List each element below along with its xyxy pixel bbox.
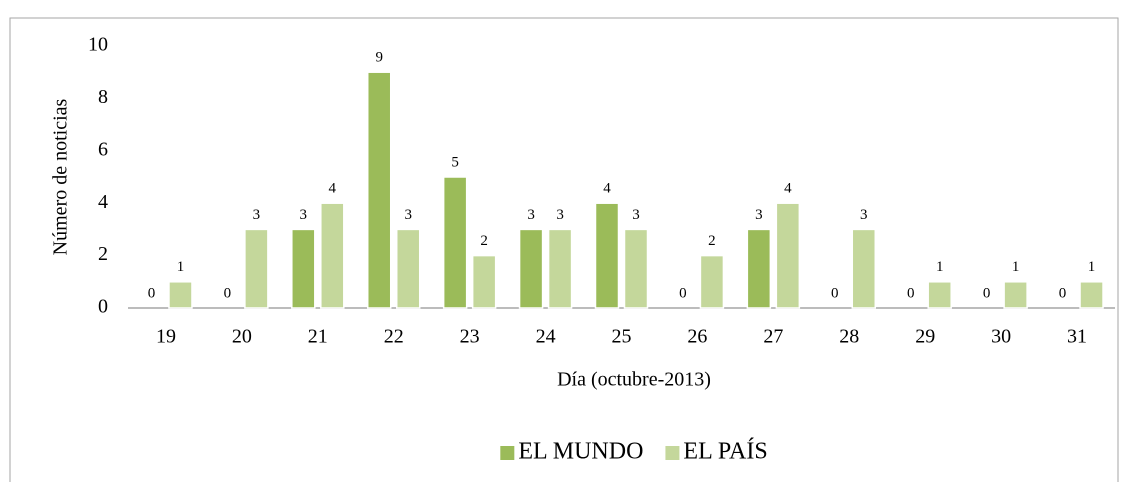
bar bbox=[244, 228, 269, 309]
x-tick-label: 26 bbox=[687, 326, 707, 348]
bar bbox=[594, 202, 620, 309]
bar bbox=[320, 202, 345, 309]
data-label: 4 bbox=[784, 181, 792, 197]
data-label: 0 bbox=[907, 285, 915, 301]
data-label: 0 bbox=[1059, 285, 1067, 301]
data-label: 1 bbox=[936, 259, 944, 275]
data-label: 4 bbox=[603, 181, 611, 197]
x-tick-label: 27 bbox=[763, 326, 783, 348]
bar bbox=[168, 281, 193, 309]
data-label: 0 bbox=[679, 285, 687, 301]
x-tick-label: 22 bbox=[384, 326, 404, 348]
x-tick-label: 23 bbox=[460, 326, 480, 348]
y-tick-label: 10 bbox=[88, 34, 108, 56]
bar bbox=[851, 228, 877, 309]
data-label: 3 bbox=[253, 207, 261, 223]
data-label: 0 bbox=[983, 285, 991, 301]
legend-swatch bbox=[665, 446, 680, 460]
y-tick-label: 6 bbox=[98, 138, 108, 160]
data-label: 0 bbox=[224, 285, 232, 301]
data-label: 3 bbox=[556, 207, 564, 223]
x-tick-label: 20 bbox=[232, 326, 252, 348]
bar bbox=[395, 228, 421, 309]
bar bbox=[1079, 281, 1104, 309]
chart-frame bbox=[9, 17, 1119, 482]
legend: EL MUNDO EL PAÍS bbox=[500, 439, 768, 465]
data-label: 3 bbox=[527, 207, 535, 223]
y-tick-label: 2 bbox=[98, 243, 108, 265]
data-label: 0 bbox=[148, 285, 156, 301]
x-tick-label: 25 bbox=[612, 326, 632, 348]
bar bbox=[471, 254, 497, 309]
bar bbox=[518, 228, 544, 309]
legend-label: EL MUNDO bbox=[518, 439, 643, 465]
bar bbox=[623, 228, 649, 309]
data-label: 3 bbox=[860, 207, 868, 223]
y-tick-label: 0 bbox=[98, 296, 108, 318]
x-tick-label: 19 bbox=[156, 326, 176, 348]
legend-label: EL PAÍS bbox=[683, 439, 767, 465]
bar bbox=[291, 228, 316, 309]
x-tick-label: 30 bbox=[991, 326, 1011, 348]
bar bbox=[1003, 281, 1028, 309]
bar bbox=[927, 281, 952, 309]
data-label: 3 bbox=[755, 207, 763, 223]
data-label: 3 bbox=[300, 207, 308, 223]
data-label: 9 bbox=[375, 50, 383, 66]
bar bbox=[699, 254, 725, 309]
x-tick-label: 21 bbox=[308, 326, 328, 348]
bar bbox=[442, 176, 468, 309]
data-label: 2 bbox=[480, 233, 488, 249]
y-tick-label: 4 bbox=[98, 191, 108, 213]
bar bbox=[366, 71, 392, 309]
y-axis-title: Número de noticias bbox=[50, 98, 72, 255]
bar bbox=[746, 228, 772, 309]
data-label: 1 bbox=[177, 259, 185, 275]
legend-swatch bbox=[500, 446, 515, 460]
bar bbox=[775, 202, 801, 309]
data-label: 3 bbox=[404, 207, 412, 223]
data-label: 3 bbox=[632, 207, 640, 223]
x-tick-label: 24 bbox=[536, 326, 556, 348]
data-label: 0 bbox=[831, 285, 839, 301]
data-label: 1 bbox=[1012, 259, 1020, 275]
x-tick-label: 29 bbox=[915, 326, 935, 348]
x-tick-label: 28 bbox=[839, 326, 859, 348]
x-tick-label: 31 bbox=[1067, 326, 1087, 348]
data-label: 5 bbox=[451, 154, 459, 170]
data-label: 1 bbox=[1088, 259, 1096, 275]
bar bbox=[547, 228, 573, 309]
x-axis-title: Día (octubre-2013) bbox=[557, 369, 711, 391]
y-tick-label: 8 bbox=[98, 86, 108, 108]
data-label: 2 bbox=[708, 233, 716, 249]
data-label: 4 bbox=[329, 181, 337, 197]
